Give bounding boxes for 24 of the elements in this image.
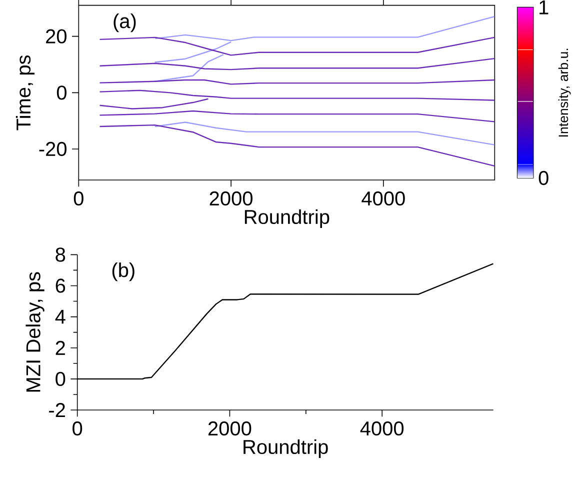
y-tick-label: 2 bbox=[56, 340, 65, 355]
x-tick-label: 2000 bbox=[210, 191, 252, 206]
y-tick-label: -2 bbox=[49, 403, 65, 417]
x-tick-label: 0 bbox=[72, 421, 82, 436]
color-bar-title: Intensity, arb.u. bbox=[558, 48, 571, 137]
y-tick-label: 4 bbox=[55, 310, 66, 324]
x-axis-title: Roundtrip bbox=[244, 209, 330, 228]
y-tick-label: 0 bbox=[56, 86, 66, 100]
x-tick-label: 4000 bbox=[360, 421, 404, 436]
y-tick-label: 0 bbox=[56, 372, 66, 386]
x-axis-title: Roundtrip bbox=[244, 439, 328, 458]
x-tick-label: 4000 bbox=[362, 191, 405, 206]
y-tick-label: 8 bbox=[56, 248, 66, 262]
y-tick-label: -20 bbox=[39, 142, 66, 156]
y-axis-title: Time, ps bbox=[16, 55, 35, 130]
color-bar-label: 0 bbox=[538, 170, 548, 186]
y-axis-title: MZI Delay, ps bbox=[26, 272, 44, 392]
x-tick-label: 0 bbox=[74, 191, 84, 206]
x-tick-label: 2000 bbox=[208, 421, 252, 436]
annotation: (a) bbox=[114, 14, 136, 32]
color-bar-label: 1 bbox=[540, 0, 548, 14]
y-tick-label: 20 bbox=[46, 29, 66, 44]
y-tick-label: 6 bbox=[56, 278, 66, 293]
annotation: (b) bbox=[112, 262, 134, 282]
